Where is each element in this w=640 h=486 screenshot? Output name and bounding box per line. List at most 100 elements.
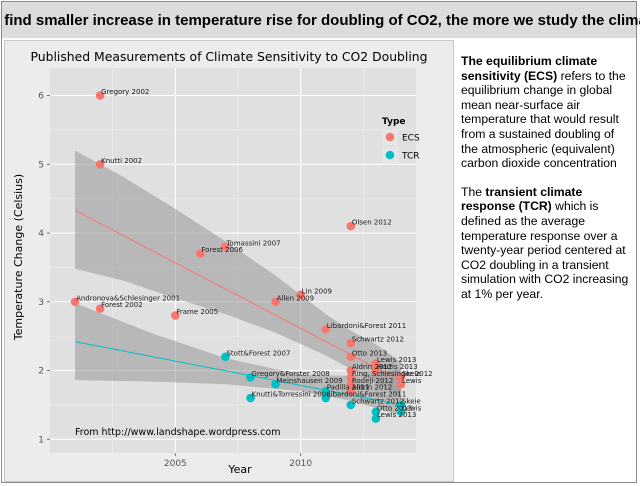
x-axis-label: Year (227, 463, 252, 476)
ecs-point (171, 311, 180, 320)
legend-label-ecs: ECS (402, 134, 420, 144)
ecs-point-label: Aldrin 2012 (352, 384, 392, 392)
tcr-point-label: Lewis 2013 (377, 411, 416, 419)
tcr-point (371, 414, 381, 423)
ecs-point-label: Olsen 2012 (352, 219, 392, 227)
tcr-point-label: Meinshausen 2009 (277, 377, 343, 385)
ecs-point (95, 304, 105, 313)
tcr-point-label: Gregory&Forster 2008 (252, 370, 330, 378)
tcr-definition: The transient climate response (TCR) whi… (461, 185, 633, 302)
ecs-point (70, 297, 80, 307)
tcr-point (321, 393, 331, 403)
tcr-body: which is defined as the average temperat… (461, 199, 629, 301)
chart-title: Published Measurements of Climate Sensit… (30, 49, 427, 64)
ecs-point-label: Harris 2013 (377, 363, 418, 371)
ecs-point (346, 366, 356, 375)
legend-entries: ECS TCR (382, 129, 420, 163)
y-tick-label: 5 (38, 160, 44, 170)
ecs-point-label: Lin 2009 (302, 287, 332, 295)
confidence-bands (75, 150, 401, 416)
tcr-point (271, 379, 280, 389)
ecs-point-label: Lewis 2013 (377, 356, 416, 364)
ecs-point (346, 386, 356, 396)
ecs-point-label: Allen 2009 (277, 294, 314, 302)
ecs-term: The equilibrium climate sensitivity (ECS… (461, 54, 598, 83)
ecs-point-label: Frame 2005 (176, 308, 218, 316)
ecs-point-label: Ring, Schlesinger 2012 (352, 370, 433, 378)
tcr-point-label: Schwartz 2012 (352, 397, 404, 405)
tcr-confidence-band (75, 303, 401, 416)
ecs-definition: The equilibrium climate sensitivity (ECS… (461, 54, 633, 171)
ecs-point (271, 297, 280, 307)
ecs-point (346, 352, 356, 362)
ecs-point (321, 324, 331, 334)
ecs-point (346, 338, 356, 348)
tcr-point-label: Stott&Forest 2007 (226, 349, 290, 357)
tcr-point-label: Libardoni&Forest 2011 (327, 391, 406, 399)
axes: 2005 2010 1 2 3 4 5 6 (38, 92, 312, 470)
ecs-point-label: Gregory 2002 (101, 88, 149, 96)
ecs-point (371, 366, 381, 375)
point-labels: Gregory 2002 Knutti 2002 Andronova&Schlesi… (76, 88, 433, 419)
ecs-point-label: Schwartz 2012 (352, 336, 404, 344)
y-tick-label: 3 (38, 298, 44, 308)
x-tick-label: 2005 (164, 459, 187, 469)
definitions-panel: The equilibrium climate sensitivity (ECS… (461, 54, 633, 316)
y-axis-label: Temperature Change (Celsius) (12, 174, 25, 341)
data-points (70, 91, 406, 423)
tcr-lead: The (461, 184, 486, 199)
tcr-point-label: Otto 2013 (377, 404, 412, 412)
ecs-point (95, 91, 105, 100)
ecs-point (371, 359, 381, 368)
ecs-point-label: Aldrin 2012 (352, 363, 392, 371)
tcr-term: transient climate response (TCR) (461, 184, 583, 214)
legend-title: Type (382, 117, 405, 127)
y-tick-label: 2 (38, 367, 44, 377)
ecs-point (346, 379, 356, 389)
banner-title: We find smaller increase in temperature … (0, 2, 640, 38)
tcr-trend-line (74, 341, 402, 406)
ecs-point-label: Libardoni&Forest 2011 (327, 322, 406, 330)
ecs-trend-line (74, 209, 402, 382)
ecs-point (296, 290, 305, 300)
tcr-point (346, 400, 356, 410)
tcr-point (396, 407, 406, 417)
ecs-point-label: Rodeji 2012 (352, 377, 394, 385)
y-tick-label: 4 (38, 229, 44, 239)
y-tick-label: 6 (38, 92, 44, 102)
tcr-point (371, 407, 381, 417)
tcr-point-label: Knutti&Torressini 2008 (252, 391, 331, 399)
ecs-point (196, 249, 205, 258)
tcr-point (246, 373, 255, 382)
y-tick-label: 1 (38, 435, 44, 445)
ecs-point (346, 221, 356, 231)
ecs-point (95, 159, 105, 169)
legend-swatch-ecs (385, 132, 395, 142)
ecs-body: refers to the equilibrium change in glob… (461, 68, 626, 171)
tcr-point (321, 386, 331, 396)
x-tick-label: 2010 (289, 459, 312, 469)
ecs-point-label: Forest 2002 (101, 301, 143, 309)
chart-panel: Published Measurements of Climate Sensit… (4, 40, 454, 482)
ecs-confidence-band (75, 150, 401, 398)
source-annotation: From http://www.landshape.wordpress.com (75, 427, 280, 438)
tcr-point (396, 400, 406, 410)
legend: Type ECS TCR (382, 117, 420, 163)
ecs-point-label: Skeie (402, 370, 421, 378)
ecs-point-label: Andronova&Schlesinger 2001 (76, 294, 180, 302)
ecs-point (396, 373, 406, 382)
legend-label-tcr: TCR (401, 152, 420, 162)
tcr-point (246, 393, 255, 403)
ecs-point-label: Lewis (402, 377, 422, 385)
ecs-point-label: Otto 2013 (352, 349, 387, 357)
ecs-point-label: Tomassini 2007 (225, 239, 280, 247)
tcr-point (221, 352, 230, 362)
ecs-point (346, 373, 356, 382)
tcr-point-label: Lewis (402, 404, 422, 412)
climate-sensitivity-chart: Published Measurements of Climate Sensit… (12, 49, 433, 476)
legend-swatch-tcr (385, 150, 395, 160)
ecs-point (396, 379, 406, 389)
ecs-point (221, 242, 230, 252)
trend-lines (74, 209, 402, 406)
ecs-point-label: Knutti 2002 (101, 157, 142, 165)
